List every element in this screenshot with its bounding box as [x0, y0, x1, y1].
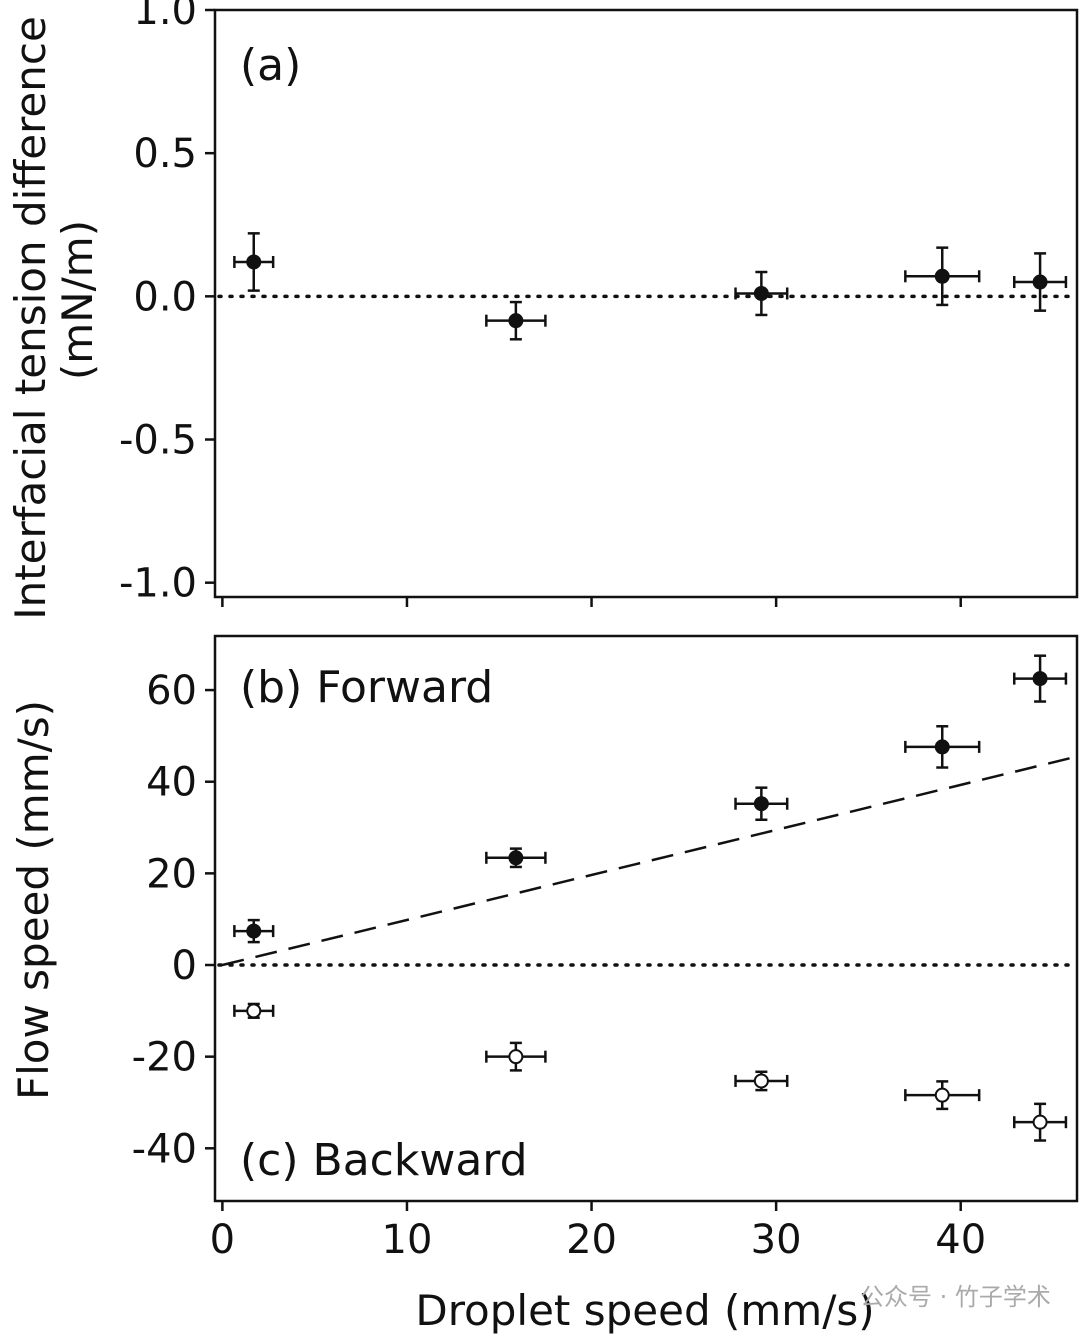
plot-frame — [213, 634, 1079, 1203]
data-point — [1032, 671, 1048, 687]
x-axis-label: Droplet speed (mm/s) — [415, 1286, 874, 1335]
y-tick-label: -20 — [132, 1035, 197, 1081]
data-point — [246, 1003, 262, 1019]
data-point — [246, 254, 262, 270]
x-tick-label: 10 — [382, 1217, 433, 1263]
y-tick-label: 0.5 — [133, 131, 197, 177]
data-point — [934, 1087, 950, 1103]
panel-a-ylabel-line1: Interfacial tension difference — [6, 16, 55, 620]
data-point — [508, 313, 524, 329]
watermark: 公众号 · 竹子学术 — [860, 1283, 1051, 1311]
data-point — [934, 268, 950, 284]
y-tick-label: -40 — [132, 1126, 197, 1172]
series-forward-label: (b) Forward — [240, 662, 493, 713]
data-point — [508, 1049, 524, 1065]
data-point — [753, 285, 769, 301]
data-point — [246, 923, 262, 939]
panel-a-label: (a) — [240, 40, 301, 91]
y-tick-label: 60 — [146, 668, 197, 714]
y-tick-label: 0.0 — [133, 274, 197, 320]
panel-b: 60 40 20 0 -20 -40 0 10 20 30 40 — [132, 634, 1079, 1263]
plot-frame — [213, 8, 1079, 599]
y-tick-label: -1.0 — [119, 561, 197, 607]
panel-a-ylabel-line2: (mN/m) — [53, 220, 102, 380]
y-tick-label: 1.0 — [133, 0, 197, 34]
x-tick-label: 20 — [566, 1217, 617, 1263]
series-backward-label: (c) Backward — [240, 1135, 528, 1186]
data-point — [753, 1073, 769, 1089]
panel-a: 1.0 0.5 0.0 -0.5 -1.0 — [119, 0, 1079, 607]
data-point — [753, 796, 769, 812]
y-tick-label: -0.5 — [119, 418, 197, 464]
x-tick-label: 0 — [210, 1217, 235, 1263]
data-point — [934, 739, 950, 755]
x-tick-label: 30 — [751, 1217, 802, 1263]
data-point — [1032, 1114, 1048, 1130]
data-point — [508, 850, 524, 866]
linear-fit-line — [222, 755, 1076, 967]
x-tick-label: 40 — [935, 1217, 986, 1263]
y-tick-label: 0 — [172, 943, 197, 989]
y-tick-label: 20 — [146, 851, 197, 897]
panel-b-ylabel: Flow speed (mm/s) — [9, 700, 58, 1100]
y-tick-label: 40 — [146, 760, 197, 806]
data-point — [1032, 274, 1048, 290]
